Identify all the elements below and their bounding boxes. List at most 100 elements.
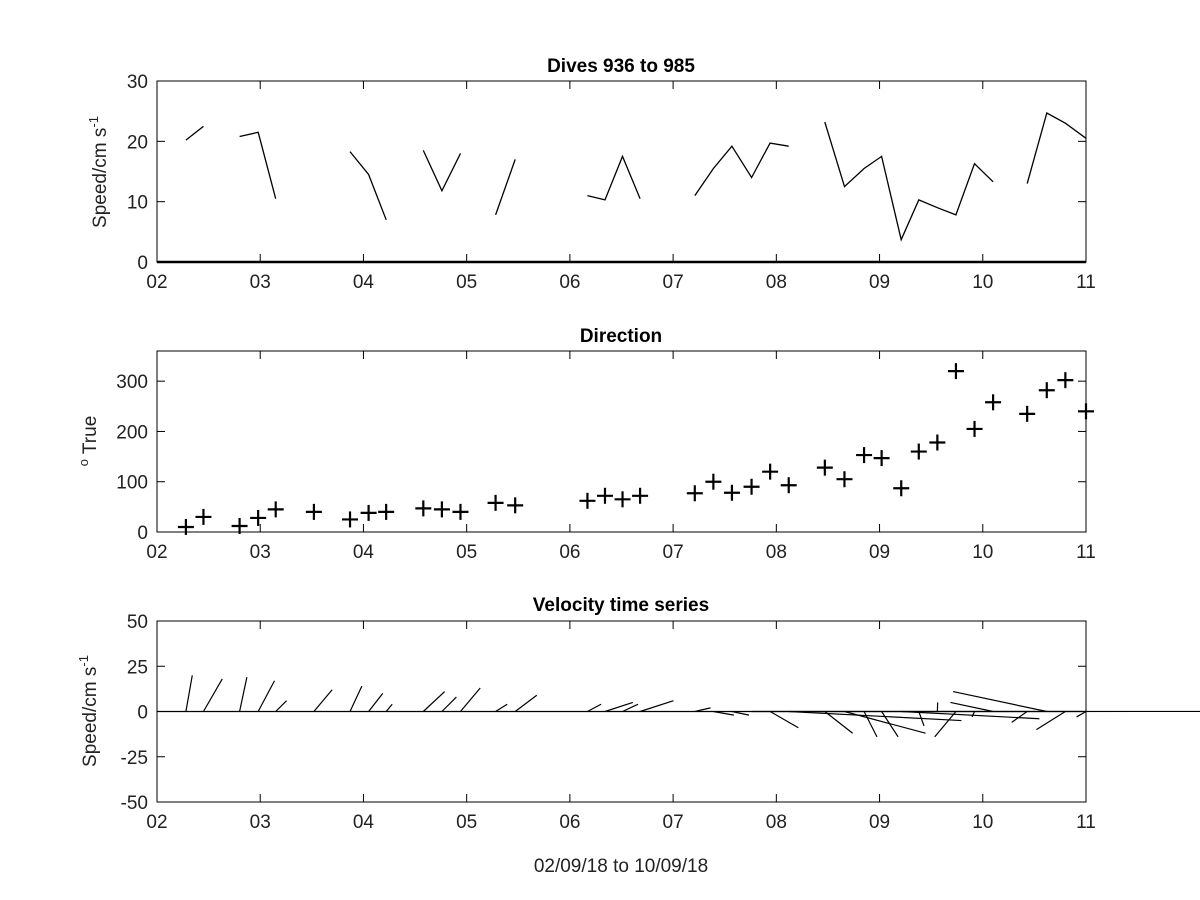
direction-point <box>487 494 504 511</box>
direction-point <box>686 485 703 502</box>
velocity-stick <box>441 696 457 712</box>
direction-point <box>910 443 927 460</box>
x-tick-label: 11 <box>1076 272 1096 293</box>
direction-point <box>873 450 890 467</box>
direction-point <box>966 420 983 437</box>
speed-series-line <box>239 131 277 199</box>
direction-point <box>929 434 946 451</box>
x-tick-label: 03 <box>250 812 271 833</box>
speed-panel: Dives 936 to 985 Speed/cm s-1 02 03 04 05 06… <box>86 56 1096 293</box>
velocity-stick <box>901 710 1040 720</box>
velocity-stick <box>731 710 750 716</box>
velocity-stick <box>881 711 899 738</box>
velocity-stick <box>1011 711 1028 723</box>
velocity-stick <box>950 701 994 713</box>
velocity-panel-title: Velocity time series <box>533 595 709 616</box>
direction-point <box>267 501 284 518</box>
x-tick-label: 09 <box>869 542 890 563</box>
direction-point <box>856 447 873 464</box>
y-tick-label: 300 <box>116 372 148 393</box>
velocity-stick <box>495 703 508 713</box>
direction-point <box>816 459 833 476</box>
speed-series-line <box>494 159 516 216</box>
velocity-stick <box>604 701 634 713</box>
velocity-panel: Velocity time series Speed/cm s-1 02 03 04… <box>76 595 1200 877</box>
x-tick-label: 10 <box>972 272 993 293</box>
velocity-stick <box>257 680 276 712</box>
direction-point <box>452 503 469 520</box>
direction-panel: Direction o True 02 03 04 05 06 07 08 09 10 11 0 10… <box>76 326 1096 563</box>
velocity-stick <box>934 711 957 738</box>
direction-point <box>250 509 267 526</box>
x-tick-label: 02 <box>146 272 167 293</box>
velocity-stick <box>788 710 962 722</box>
x-tick-label: 11 <box>1076 812 1096 833</box>
direction-point <box>743 478 760 495</box>
velocity-stick <box>587 703 602 713</box>
velocity-stick <box>952 691 1047 713</box>
x-tick-label: 06 <box>559 542 580 563</box>
x-tick-label: 08 <box>766 542 787 563</box>
direction-point <box>893 480 910 497</box>
direction-point <box>507 497 524 514</box>
velocity-stick <box>918 711 925 727</box>
direction-point <box>632 487 649 504</box>
speed-panel-axes-box <box>156 80 1087 263</box>
direction-point <box>705 473 722 490</box>
direction-point <box>596 487 613 504</box>
x-tick-label: 05 <box>456 272 477 293</box>
velocity-stick <box>368 693 384 712</box>
velocity-stick <box>349 685 363 712</box>
direction-point <box>762 463 779 480</box>
x-tick-label: 03 <box>250 542 271 563</box>
y-tick-label: 0 <box>137 523 148 544</box>
y-tick-label: 100 <box>116 473 148 494</box>
y-tick-label: 30 <box>127 72 148 93</box>
x-tick-label: 05 <box>456 812 477 833</box>
speed-series-line <box>587 154 641 201</box>
direction-point <box>579 492 596 509</box>
speed-series-line <box>349 151 387 221</box>
direction-point <box>614 491 631 508</box>
speed-series-line <box>1026 112 1087 184</box>
velocity-stick <box>639 700 674 713</box>
x-tick-label: 06 <box>559 812 580 833</box>
speed-series-line <box>422 150 462 193</box>
direction-point <box>305 503 322 520</box>
direction-point <box>342 511 359 528</box>
direction-point <box>1038 382 1055 399</box>
direction-panel-ylabel: o True <box>76 416 101 467</box>
velocity-stick <box>622 703 639 713</box>
direction-point <box>378 503 395 520</box>
x-tick-label: 07 <box>663 542 684 563</box>
direction-point <box>723 484 740 501</box>
y-tick-label: -50 <box>121 793 148 814</box>
x-tick-label: 02 <box>146 812 167 833</box>
velocity-stick <box>971 711 976 718</box>
velocity-stick <box>313 689 333 712</box>
y-tick-label: 25 <box>127 657 148 678</box>
x-tick-label: 04 <box>353 272 375 293</box>
direction-point <box>780 477 797 494</box>
y-tick-label: 200 <box>116 422 148 443</box>
y-tick-label: 50 <box>127 612 148 633</box>
speed-series-line <box>694 142 789 196</box>
x-tick-label: 08 <box>766 812 787 833</box>
speed-panel-title: Dives 936 to 985 <box>547 56 695 77</box>
y-tick-label: 10 <box>127 193 148 214</box>
velocity-stick <box>694 707 711 713</box>
direction-point <box>1019 405 1036 422</box>
x-tick-label: 09 <box>869 272 890 293</box>
x-tick-label: 07 <box>663 272 684 293</box>
direction-point <box>433 501 450 518</box>
velocity-stick <box>422 691 446 712</box>
x-tick-label: 10 <box>972 812 993 833</box>
velocity-stick <box>769 710 799 729</box>
x-tick-label: 11 <box>1076 542 1096 563</box>
x-tick-label: 06 <box>559 272 580 293</box>
direction-point <box>195 508 212 525</box>
direction-point <box>836 471 853 488</box>
velocity-stick <box>713 710 735 716</box>
direction-panel-title: Direction <box>580 326 662 347</box>
